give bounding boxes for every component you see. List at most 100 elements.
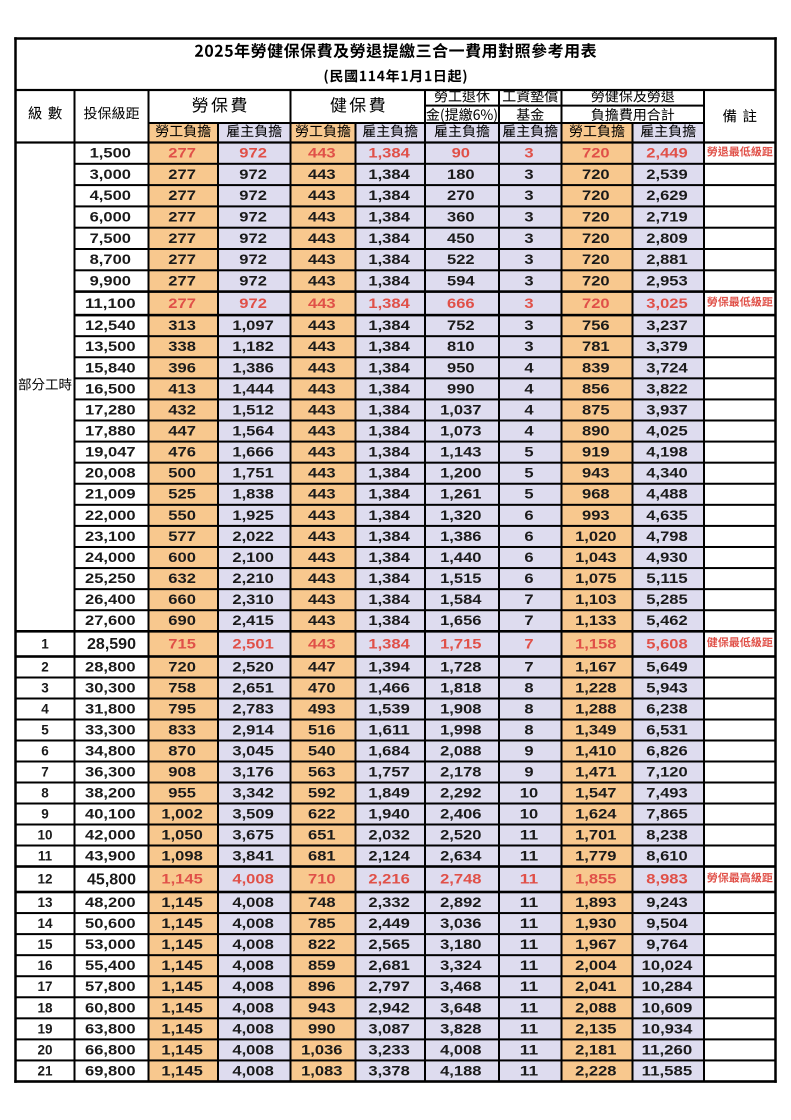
svg-text:2,041: 2,041 bbox=[575, 979, 617, 994]
svg-text:1,547: 1,547 bbox=[575, 786, 616, 801]
svg-text:5,115: 5,115 bbox=[646, 571, 688, 586]
svg-text:1,666: 1,666 bbox=[232, 445, 274, 460]
svg-text:972: 972 bbox=[239, 273, 267, 288]
svg-text:7: 7 bbox=[524, 636, 533, 651]
svg-text:33,300: 33,300 bbox=[85, 723, 136, 738]
svg-text:1,384: 1,384 bbox=[368, 592, 410, 607]
svg-text:396: 396 bbox=[168, 360, 196, 375]
svg-text:4,340: 4,340 bbox=[646, 466, 687, 481]
svg-text:1,158: 1,158 bbox=[575, 636, 617, 651]
svg-text:11: 11 bbox=[520, 1063, 539, 1078]
svg-text:11: 11 bbox=[38, 849, 53, 864]
svg-text:7,120: 7,120 bbox=[646, 765, 687, 780]
svg-text:28,800: 28,800 bbox=[85, 660, 136, 675]
svg-text:432: 432 bbox=[168, 402, 196, 417]
svg-text:720: 720 bbox=[582, 210, 610, 225]
svg-text:6: 6 bbox=[524, 529, 534, 544]
svg-text:622: 622 bbox=[308, 807, 336, 822]
svg-text:2,797: 2,797 bbox=[368, 979, 409, 994]
svg-text:1,386: 1,386 bbox=[440, 529, 482, 544]
svg-text:990: 990 bbox=[308, 1021, 336, 1036]
svg-text:632: 632 bbox=[168, 571, 196, 586]
svg-text:968: 968 bbox=[582, 487, 610, 502]
svg-text:11: 11 bbox=[520, 937, 539, 952]
svg-text:715: 715 bbox=[168, 636, 196, 651]
svg-text:1,002: 1,002 bbox=[161, 807, 202, 822]
svg-text:3,025: 3,025 bbox=[646, 296, 688, 311]
svg-text:8,983: 8,983 bbox=[646, 872, 688, 887]
svg-text:4,798: 4,798 bbox=[646, 529, 688, 544]
svg-text:3: 3 bbox=[524, 167, 534, 182]
svg-text:3,233: 3,233 bbox=[368, 1042, 410, 1057]
svg-text:12: 12 bbox=[37, 872, 52, 887]
svg-text:2: 2 bbox=[41, 660, 49, 675]
svg-text:1,967: 1,967 bbox=[575, 937, 616, 952]
svg-text:1,940: 1,940 bbox=[368, 807, 409, 822]
svg-text:17,280: 17,280 bbox=[85, 402, 136, 417]
svg-text:40,100: 40,100 bbox=[85, 807, 136, 822]
svg-text:11: 11 bbox=[520, 1021, 539, 1036]
svg-text:7: 7 bbox=[524, 613, 533, 628]
svg-text:10,934: 10,934 bbox=[642, 1021, 693, 1036]
svg-text:2,124: 2,124 bbox=[368, 849, 410, 864]
svg-text:2,088: 2,088 bbox=[440, 744, 482, 759]
svg-text:1,855: 1,855 bbox=[575, 872, 617, 887]
svg-text:2,181: 2,181 bbox=[575, 1042, 617, 1057]
svg-text:1,073: 1,073 bbox=[440, 424, 482, 439]
svg-text:781: 781 bbox=[582, 339, 610, 354]
svg-text:943: 943 bbox=[308, 1000, 336, 1015]
svg-text:3,937: 3,937 bbox=[646, 402, 687, 417]
svg-text:3,841: 3,841 bbox=[232, 849, 274, 864]
svg-text:277: 277 bbox=[168, 167, 196, 182]
svg-text:7,500: 7,500 bbox=[90, 231, 131, 246]
svg-text:4: 4 bbox=[524, 402, 534, 417]
svg-text:1,779: 1,779 bbox=[575, 849, 616, 864]
svg-text:313: 313 bbox=[168, 318, 196, 333]
svg-text:11: 11 bbox=[520, 979, 539, 994]
svg-text:1,037: 1,037 bbox=[440, 402, 481, 417]
svg-text:30,300: 30,300 bbox=[85, 681, 136, 696]
svg-text:3: 3 bbox=[524, 210, 534, 225]
svg-text:4,008: 4,008 bbox=[232, 1021, 274, 1036]
svg-text:2,449: 2,449 bbox=[646, 146, 687, 161]
svg-text:2,310: 2,310 bbox=[232, 592, 273, 607]
svg-text:752: 752 bbox=[447, 318, 475, 333]
svg-text:1,384: 1,384 bbox=[368, 210, 410, 225]
svg-text:9,900: 9,900 bbox=[90, 273, 131, 288]
svg-text:1,818: 1,818 bbox=[440, 681, 482, 696]
svg-text:13: 13 bbox=[37, 895, 53, 910]
svg-text:11,100: 11,100 bbox=[85, 295, 136, 311]
svg-text:19: 19 bbox=[37, 1021, 52, 1036]
svg-text:955: 955 bbox=[168, 786, 196, 801]
svg-text:2,953: 2,953 bbox=[646, 273, 688, 288]
svg-text:2,100: 2,100 bbox=[232, 550, 273, 565]
svg-text:2,539: 2,539 bbox=[646, 167, 687, 182]
svg-text:11: 11 bbox=[520, 895, 539, 910]
svg-text:1,228: 1,228 bbox=[575, 681, 617, 696]
svg-text:1,849: 1,849 bbox=[368, 786, 409, 801]
svg-text:1,103: 1,103 bbox=[575, 592, 617, 607]
svg-text:16: 16 bbox=[37, 958, 53, 973]
svg-text:8: 8 bbox=[524, 681, 534, 696]
svg-text:2,210: 2,210 bbox=[232, 571, 273, 586]
svg-text:972: 972 bbox=[239, 210, 267, 225]
svg-text:1,384: 1,384 bbox=[368, 550, 410, 565]
svg-text:681: 681 bbox=[308, 849, 336, 864]
svg-text:1,384: 1,384 bbox=[368, 466, 410, 481]
svg-text:36,300: 36,300 bbox=[85, 765, 136, 780]
svg-text:57,800: 57,800 bbox=[85, 979, 136, 994]
svg-text:4,008: 4,008 bbox=[232, 958, 274, 973]
svg-text:1,320: 1,320 bbox=[440, 508, 481, 523]
svg-text:2,520: 2,520 bbox=[232, 660, 273, 675]
svg-text:810: 810 bbox=[447, 339, 475, 354]
svg-text:443: 443 bbox=[308, 273, 336, 288]
svg-text:443: 443 bbox=[308, 424, 336, 439]
svg-text:870: 870 bbox=[168, 744, 196, 759]
svg-text:277: 277 bbox=[168, 252, 196, 267]
svg-text:55,400: 55,400 bbox=[85, 958, 136, 973]
svg-text:890: 890 bbox=[582, 424, 610, 439]
svg-text:180: 180 bbox=[447, 167, 475, 182]
svg-text:1,440: 1,440 bbox=[440, 550, 481, 565]
svg-text:6,238: 6,238 bbox=[646, 702, 688, 717]
svg-text:690: 690 bbox=[168, 613, 196, 628]
